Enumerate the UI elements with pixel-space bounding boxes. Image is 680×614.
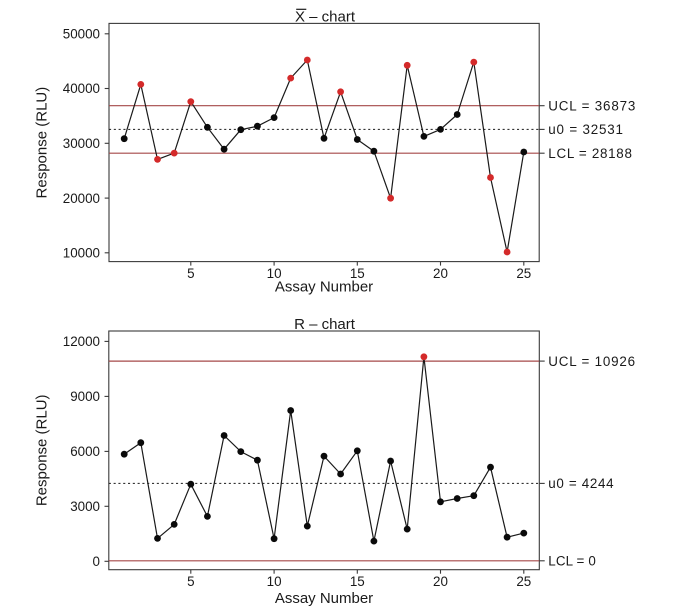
svg-text:10000: 10000 <box>63 246 100 261</box>
svg-text:5: 5 <box>187 266 194 281</box>
svg-text:20: 20 <box>433 266 448 281</box>
svg-text:Assay Number: Assay Number <box>275 279 373 296</box>
svg-text:25: 25 <box>516 574 531 589</box>
svg-text:5: 5 <box>187 574 194 589</box>
svg-text:15: 15 <box>350 266 365 281</box>
svg-text:10: 10 <box>267 574 282 589</box>
svg-text:30000: 30000 <box>63 136 100 151</box>
svg-text:u0 = 32531: u0 = 32531 <box>548 122 623 137</box>
svg-text:6000: 6000 <box>70 444 100 459</box>
svg-text:12000: 12000 <box>63 334 100 349</box>
svg-text:LCL = 0: LCL = 0 <box>548 554 596 569</box>
svg-text:50000: 50000 <box>63 27 100 42</box>
svg-text:u0 = 4244: u0 = 4244 <box>548 476 614 491</box>
svg-text:Response (RLU): Response (RLU) <box>34 87 51 199</box>
svg-text:Assay Number: Assay Number <box>275 590 373 607</box>
svg-text:25: 25 <box>516 266 531 281</box>
svg-text:X – chart: X – chart <box>295 9 356 26</box>
svg-text:40000: 40000 <box>63 81 100 96</box>
svg-text:20000: 20000 <box>63 191 100 206</box>
svg-text:Response (RLU): Response (RLU) <box>34 394 51 506</box>
svg-text:9000: 9000 <box>70 389 100 404</box>
svg-text:15: 15 <box>350 574 365 589</box>
svg-text:0: 0 <box>93 554 100 569</box>
svg-text:UCL = 10926: UCL = 10926 <box>548 354 635 369</box>
svg-text:20: 20 <box>433 574 448 589</box>
svg-text:3000: 3000 <box>70 499 100 514</box>
svg-text:UCL = 36873: UCL = 36873 <box>548 99 635 114</box>
svg-text:R – chart: R – chart <box>294 316 356 333</box>
svg-text:LCL = 28188: LCL = 28188 <box>548 146 632 161</box>
svg-text:10: 10 <box>267 266 282 281</box>
